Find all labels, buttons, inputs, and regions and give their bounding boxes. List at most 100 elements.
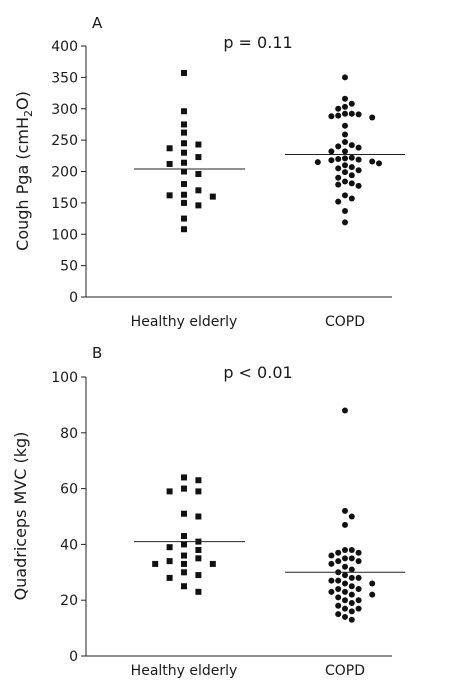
data-point [348, 172, 355, 179]
data-point [342, 122, 348, 129]
data-point [181, 552, 187, 559]
data-point [342, 572, 348, 579]
data-point [328, 113, 335, 120]
data-point [348, 180, 355, 187]
data-point [376, 160, 382, 167]
data-point [342, 74, 348, 81]
data-point [335, 558, 342, 565]
data-point [181, 129, 187, 136]
data-point [181, 159, 187, 166]
data-point [152, 560, 159, 567]
y-tick-label: 100 [51, 370, 78, 386]
panel-A: Ap = 0.11 Cough Pga (cmH2O) 0 50 100 150 200 25… [13, 14, 405, 330]
x-category-label: COPD [325, 314, 365, 330]
data-point [166, 574, 173, 581]
data-point [355, 586, 362, 593]
data-point [195, 588, 202, 595]
panel-B: Bp < 0.01 Quadriceps MVC (kg) 0 20 40 60 80 100… [11, 344, 405, 679]
data-point [335, 549, 342, 556]
data-point [328, 157, 335, 164]
x-category-label: Healthy elderly [131, 314, 238, 330]
data-point [166, 488, 173, 495]
data-point [342, 507, 348, 514]
data-point [328, 577, 335, 584]
data-point [369, 591, 376, 598]
data-point [342, 169, 348, 176]
y-axis-title: Cough Pga (cmH2O) [13, 91, 35, 251]
data-point [348, 583, 355, 590]
data-point [342, 613, 348, 620]
data-point [355, 182, 362, 189]
data-point [348, 195, 355, 202]
data-point [181, 560, 187, 567]
data-point [209, 560, 216, 567]
data-point [342, 546, 348, 553]
y-axis-title: Quadriceps MVC (kg) [11, 432, 30, 601]
panel-letter: B [92, 344, 102, 362]
data-point [355, 144, 362, 151]
y-tick-label: 40 [60, 537, 78, 553]
data-point [335, 174, 342, 181]
y-tick-label: 400 [51, 39, 78, 55]
data-point [181, 569, 187, 576]
data-point [342, 219, 348, 226]
data-point [181, 181, 187, 188]
data-point [342, 208, 348, 215]
data-point [342, 563, 348, 570]
data-point [166, 192, 173, 199]
data-point [181, 199, 187, 206]
data-point [342, 103, 348, 110]
data-point [348, 546, 355, 553]
data-point [335, 602, 342, 609]
data-point [181, 121, 187, 128]
y-tick-label: 60 [60, 482, 78, 498]
data-point [195, 141, 202, 148]
data-point [166, 160, 173, 167]
data-point [342, 131, 348, 138]
data-point [335, 577, 342, 584]
data-point [348, 110, 355, 117]
p-value-annotation: p = 0.11 [223, 33, 292, 52]
data-point [355, 597, 362, 604]
series-healthy-elderly [134, 69, 245, 233]
data-point [195, 513, 202, 520]
data-point [335, 586, 342, 593]
y-tick-label: 250 [51, 133, 78, 149]
y-tick-label: 0 [69, 649, 78, 665]
y-tick-label: 100 [51, 227, 78, 243]
data-point [314, 159, 321, 166]
x-category-label: Healthy elderly [131, 663, 238, 679]
data-point [195, 555, 202, 562]
data-point [355, 167, 362, 174]
data-point [342, 192, 348, 199]
data-point [181, 149, 187, 156]
y-tick-label: 300 [51, 102, 78, 118]
data-point [195, 187, 202, 194]
data-point [335, 181, 342, 188]
data-point [355, 549, 362, 556]
data-point [328, 588, 335, 595]
data-point [342, 178, 348, 185]
y-tick-label: 0 [69, 290, 78, 306]
data-point [195, 488, 202, 495]
data-point [348, 555, 355, 562]
data-point [355, 574, 362, 581]
data-point [166, 558, 173, 565]
y-tick-label: 150 [51, 196, 78, 212]
data-point [181, 215, 187, 222]
series-copd [285, 74, 405, 226]
data-point [342, 162, 348, 169]
data-point [181, 108, 187, 115]
y-tick-label: 20 [60, 593, 78, 609]
data-point [342, 605, 348, 612]
y-tick-label: 80 [60, 426, 78, 442]
series-copd [285, 407, 405, 623]
data-point [181, 533, 187, 540]
data-point [348, 574, 355, 581]
data-point [348, 566, 355, 573]
data-point [195, 154, 202, 161]
data-point [181, 226, 187, 233]
data-point [348, 591, 355, 598]
data-point [348, 142, 355, 149]
